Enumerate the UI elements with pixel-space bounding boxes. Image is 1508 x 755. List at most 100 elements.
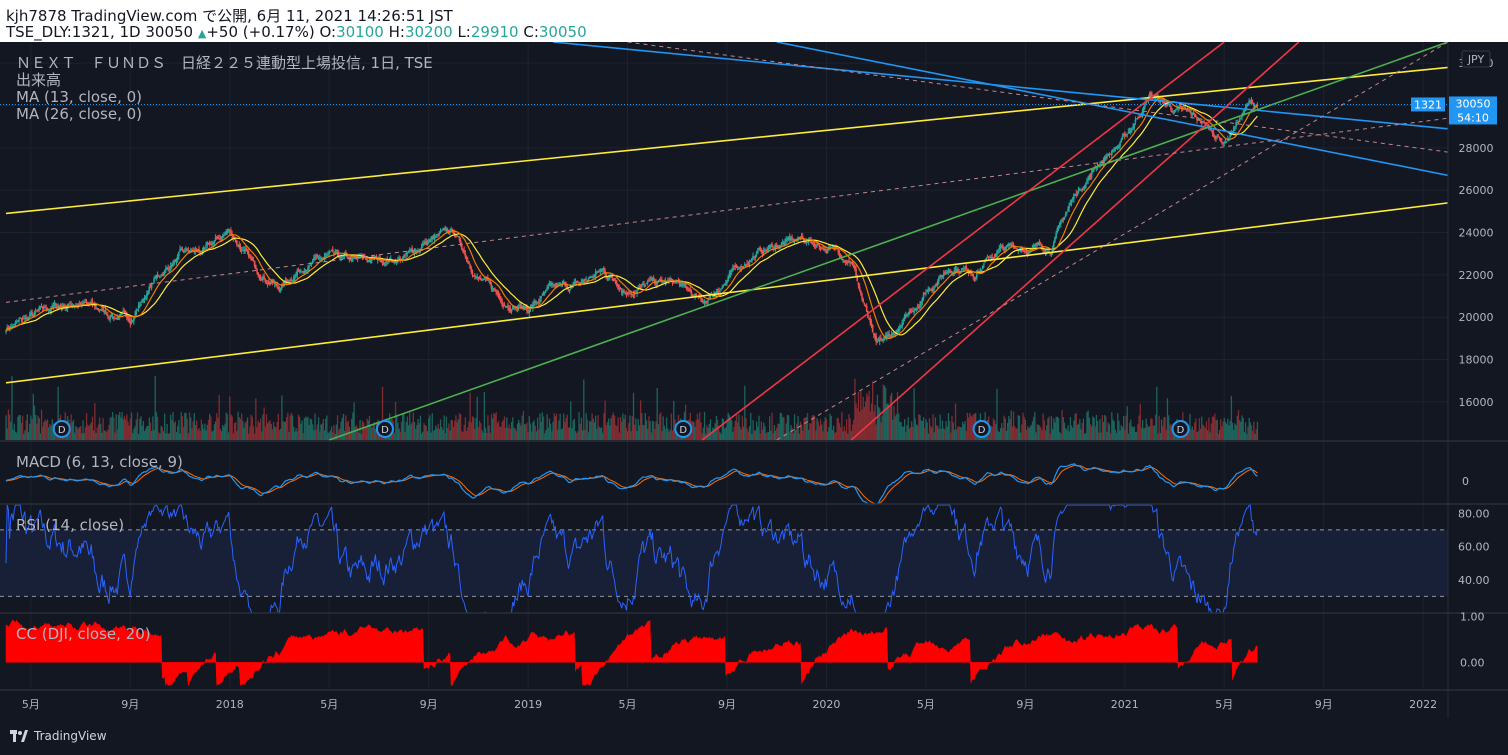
rsi-title: RSI (14, close) [16, 516, 124, 534]
chart-background [0, 42, 1508, 718]
candle-body [783, 241, 785, 245]
candle-body [1213, 135, 1216, 139]
currency-box[interactable] [1461, 50, 1491, 68]
candle-body [591, 276, 593, 278]
candle-body [1118, 145, 1120, 148]
candle-body [1225, 141, 1228, 143]
volume-bar [783, 416, 785, 440]
rsi-tick-label: 60.00 [1458, 541, 1490, 554]
candle-body [58, 305, 61, 307]
volume-bar [729, 417, 732, 440]
volume-bar [1170, 423, 1172, 440]
volume-bar [989, 425, 991, 440]
candle-body [612, 278, 615, 280]
candle-body [114, 318, 116, 320]
volume-bar [220, 431, 223, 440]
volume-bar [469, 392, 471, 440]
candle-body [466, 260, 469, 262]
candle-body [1123, 134, 1126, 137]
volume-bar [347, 420, 349, 440]
volume-bar [1221, 426, 1223, 440]
volume-bar [1149, 426, 1151, 440]
time-tick-label: 2021 [1111, 698, 1139, 711]
volume-bar [162, 431, 165, 440]
volume-bar [921, 420, 924, 440]
candle-body [173, 260, 175, 265]
volume-bar [777, 423, 779, 440]
candle-body [839, 254, 842, 258]
candle-body [470, 267, 473, 272]
candle-body [1125, 135, 1127, 137]
volume-bar [637, 419, 639, 440]
candle-body [539, 299, 541, 303]
volume-bar [1153, 425, 1156, 440]
candle-body [334, 251, 336, 254]
candle-body [875, 336, 877, 342]
candle-body [578, 282, 580, 284]
candle-body [569, 286, 572, 289]
volume-bar [357, 427, 359, 440]
volume-bar [1236, 415, 1238, 440]
volume-bar [787, 415, 790, 440]
volume-bar [571, 428, 573, 440]
volume-bar [1072, 427, 1074, 440]
volume-bar [407, 425, 410, 440]
candle-body [317, 257, 320, 259]
volume-bar [914, 418, 916, 440]
volume-bar [123, 416, 126, 440]
candle-body [1064, 214, 1067, 217]
candle-body [268, 281, 270, 285]
candle-body [852, 263, 855, 268]
candle-body [328, 252, 331, 254]
candle-body [1060, 220, 1062, 224]
candle-body [771, 243, 773, 248]
volume-bar [969, 413, 971, 440]
volume-bar [72, 420, 75, 440]
rsi-pane [0, 503, 1448, 614]
volume-bar [222, 424, 224, 440]
volume-bar [778, 424, 780, 440]
dividend-marker [375, 420, 394, 438]
currency-label[interactable]: JPY [1467, 53, 1485, 66]
candle-body [1199, 121, 1202, 123]
volume-bar [834, 432, 836, 440]
candle-body [774, 245, 777, 249]
candle-body [824, 248, 827, 250]
volume-bar [320, 424, 322, 440]
candle-body [508, 307, 510, 310]
candle-body [838, 252, 841, 256]
candle-body [534, 301, 537, 303]
up-arrow-icon: ▲ [197, 27, 207, 40]
volume-bar [158, 432, 160, 440]
volume-bar [695, 419, 697, 440]
volume-bar [278, 430, 281, 440]
candle-body [725, 282, 727, 284]
volume-bar [726, 419, 728, 440]
candle-body [353, 257, 355, 259]
candle-body [1006, 245, 1009, 247]
volume-bar [167, 433, 169, 440]
candle-body [157, 275, 160, 277]
volume-bar [294, 431, 296, 440]
candle-body [326, 255, 328, 257]
candle-body [797, 236, 799, 241]
volume-bar [191, 428, 193, 440]
volume-bar [516, 423, 519, 440]
candle-body [28, 314, 31, 317]
volume-bar [1218, 430, 1221, 440]
candle-body [913, 310, 915, 313]
candle-body [99, 309, 102, 311]
candle-body [1244, 107, 1247, 109]
candle-body [934, 285, 937, 288]
candle-body [1217, 135, 1220, 137]
volume-bar [1040, 427, 1042, 440]
candle-body [93, 304, 96, 307]
candle-body [540, 296, 542, 299]
volume-bar [1008, 416, 1010, 440]
candle-body [1113, 149, 1115, 151]
volume-bar [766, 431, 768, 440]
candle-body [786, 238, 789, 240]
candle-body [489, 280, 492, 285]
candle-body [703, 301, 706, 304]
